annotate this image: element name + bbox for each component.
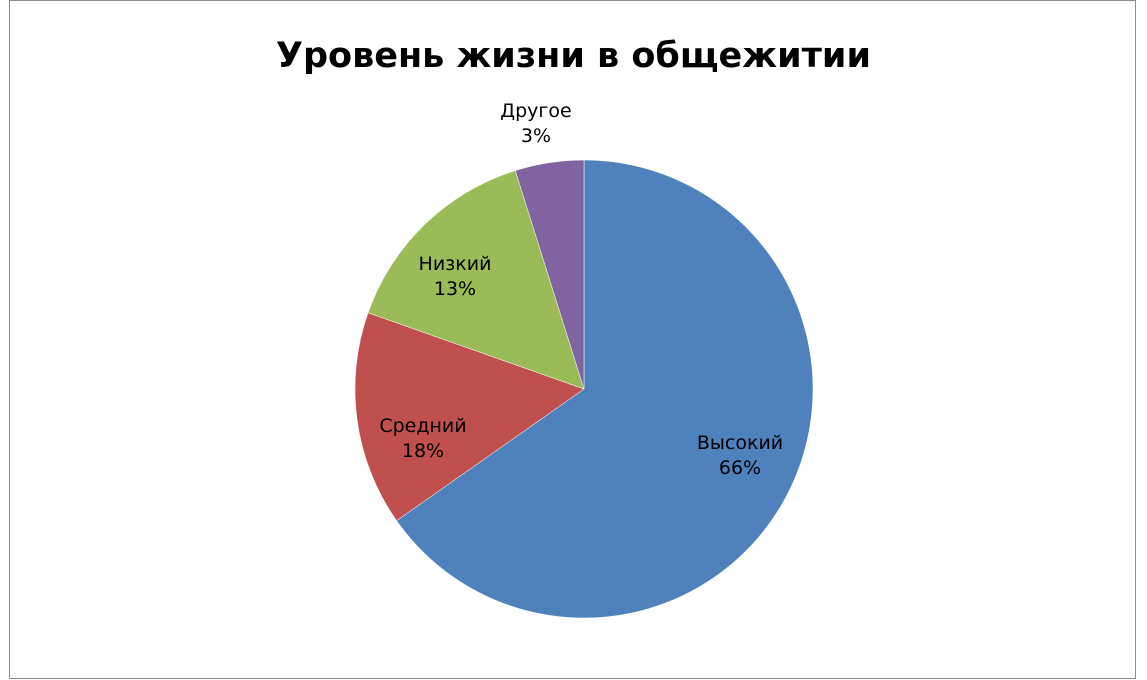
slice-percent-label: 66% [719, 457, 761, 479]
slice-category-label: Средний [379, 415, 466, 437]
pie-slice-3 [367, 170, 585, 390]
slice-category-label: Низкий [419, 253, 492, 275]
slice-percent-label: 13% [434, 278, 476, 300]
pie-slice-1 [396, 159, 814, 619]
pie-slice-4 [514, 159, 585, 390]
slice-percent-label: 3% [521, 125, 551, 147]
slice-category-label: Другое [500, 100, 571, 122]
pie-slice-2 [354, 312, 585, 522]
slice-percent-label: 18% [402, 440, 444, 462]
slice-category-label: Высокий [697, 432, 783, 454]
chart-title: Уровень жизни в общежитии [276, 36, 871, 76]
